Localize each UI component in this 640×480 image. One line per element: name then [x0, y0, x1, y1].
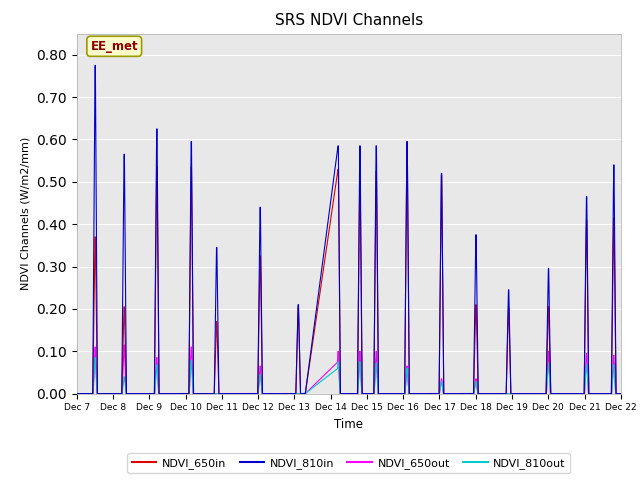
Legend: NDVI_650in, NDVI_810in, NDVI_650out, NDVI_810out: NDVI_650in, NDVI_810in, NDVI_650out, NDV…	[127, 453, 570, 473]
Y-axis label: NDVI Channels (W/m2/mm): NDVI Channels (W/m2/mm)	[20, 137, 31, 290]
Title: SRS NDVI Channels: SRS NDVI Channels	[275, 13, 423, 28]
X-axis label: Time: Time	[334, 418, 364, 431]
Text: EE_met: EE_met	[90, 40, 138, 53]
